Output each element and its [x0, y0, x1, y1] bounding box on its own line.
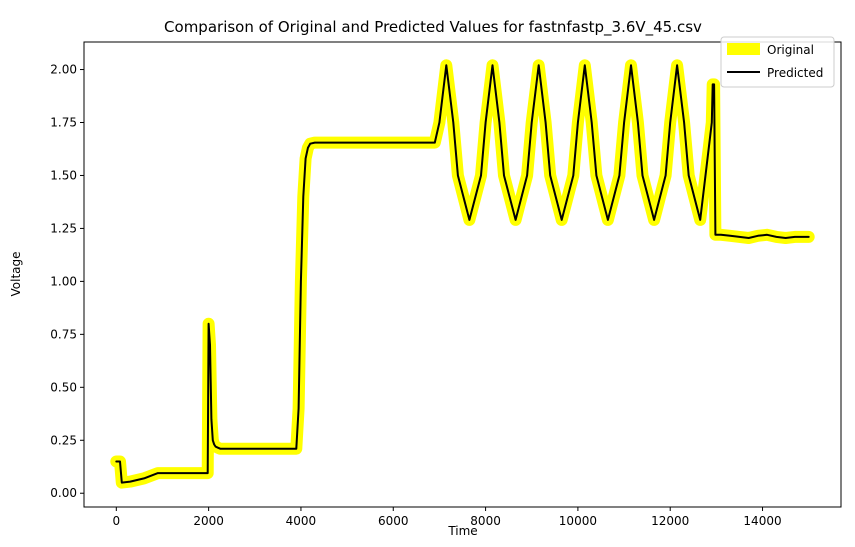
x-tick-label: 6000 — [378, 514, 409, 528]
y-tick-label: 1.25 — [50, 221, 77, 235]
series-layer — [110, 59, 815, 489]
y-axis: 0.00 0.25 0.50 0.75 1.00 1.25 1.50 1.75 2.00 — [50, 63, 84, 500]
y-tick-label: 0.75 — [50, 327, 77, 341]
x-axis: 0 2000 4000 6000 8000 10000 12000 14000 — [112, 507, 782, 528]
y-tick-label: 1.50 — [50, 168, 77, 182]
x-tick-label: 14000 — [743, 514, 781, 528]
y-tick-label: 2.00 — [50, 63, 77, 77]
y-tick-label: 0.50 — [50, 380, 77, 394]
legend-label-predicted: Predicted — [767, 66, 823, 80]
x-tick-label: 4000 — [286, 514, 317, 528]
y-tick-label: 0.25 — [50, 433, 77, 447]
plot-frame — [83, 41, 842, 508]
legend: Original Predicted — [720, 36, 835, 88]
legend-label-original: Original — [767, 43, 814, 57]
x-axis-label: Time — [447, 524, 477, 538]
y-tick-label: 1.75 — [50, 116, 77, 130]
y-tick-label: 1.00 — [50, 274, 77, 288]
x-tick-label: 8000 — [470, 514, 501, 528]
y-tick-label: 0.00 — [50, 486, 77, 500]
x-tick-label: 10000 — [559, 514, 597, 528]
chart-title: Comparison of Original and Predicted Val… — [164, 18, 702, 37]
x-tick-label: 2000 — [193, 514, 224, 528]
series-line-predicted — [115, 64, 810, 484]
y-axis-label: Voltage — [9, 251, 23, 296]
x-tick-label: 12000 — [651, 514, 689, 528]
x-tick-label: 0 — [112, 514, 120, 528]
